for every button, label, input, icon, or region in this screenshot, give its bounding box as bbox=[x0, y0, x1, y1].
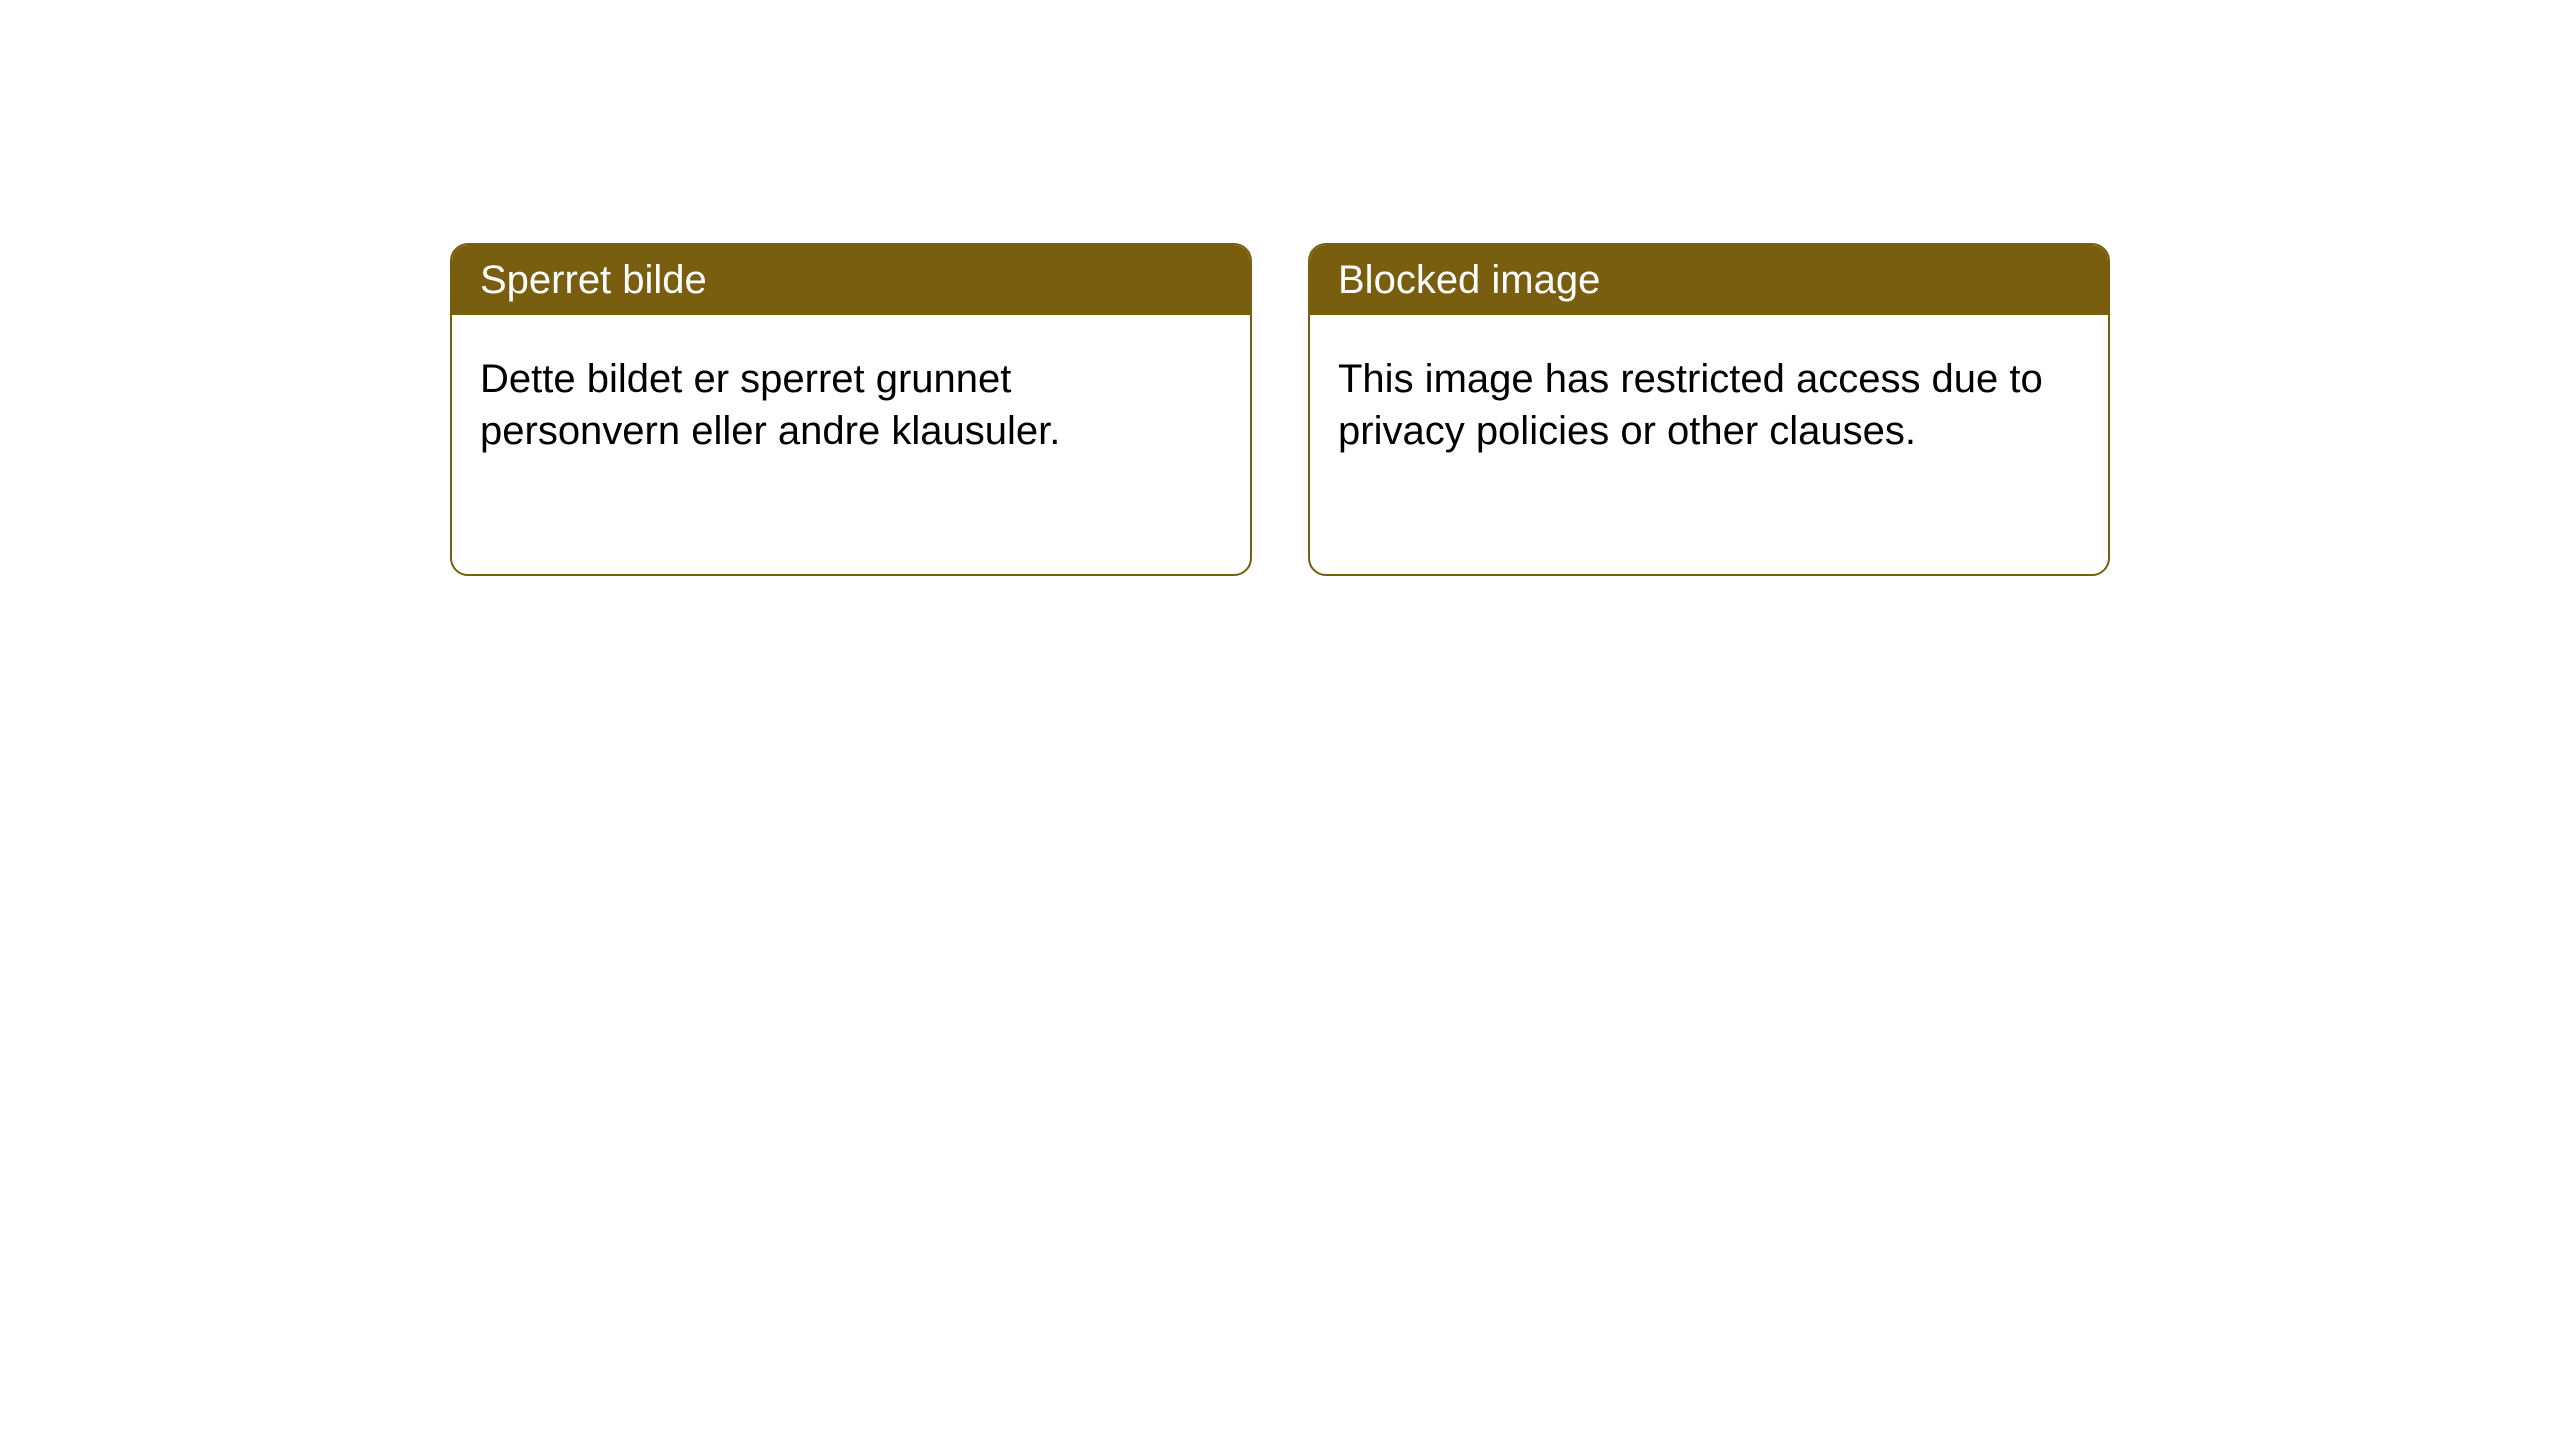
notice-card-norwegian: Sperret bilde Dette bildet er sperret gr… bbox=[450, 243, 1252, 576]
notice-container: Sperret bilde Dette bildet er sperret gr… bbox=[450, 243, 2110, 576]
notice-title-norwegian: Sperret bilde bbox=[452, 245, 1250, 315]
notice-body-english: This image has restricted access due to … bbox=[1310, 315, 2108, 495]
notice-title-english: Blocked image bbox=[1310, 245, 2108, 315]
notice-card-english: Blocked image This image has restricted … bbox=[1308, 243, 2110, 576]
notice-body-norwegian: Dette bildet er sperret grunnet personve… bbox=[452, 315, 1250, 495]
